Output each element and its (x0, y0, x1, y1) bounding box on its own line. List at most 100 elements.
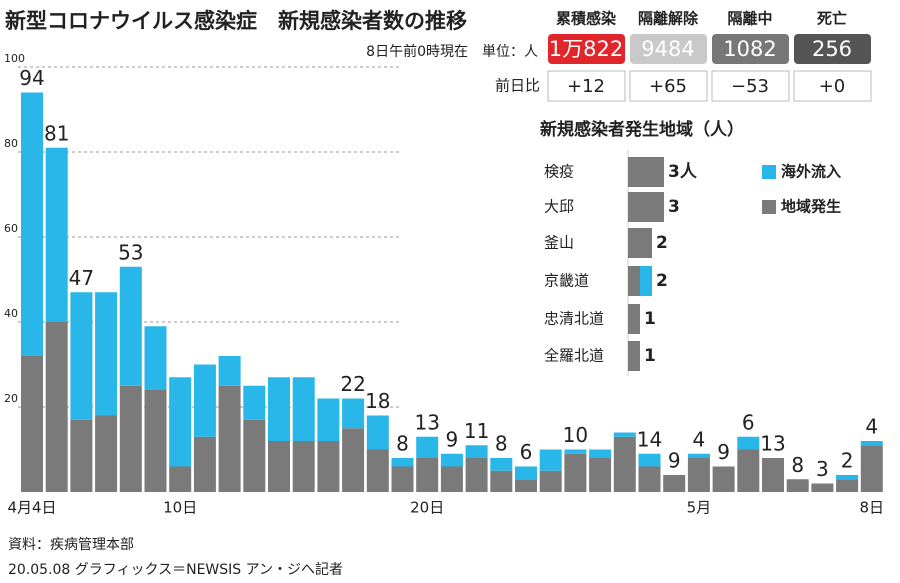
bar-segment (317, 441, 340, 492)
bar-segment (268, 441, 290, 492)
bar-segment (613, 436, 636, 492)
y-tick-label: 80 (4, 137, 18, 150)
bar-segment (119, 385, 142, 492)
legend-label: 海外流入 (781, 163, 841, 181)
bar-total-label: 94 (19, 66, 44, 90)
bar-total-label: 10 (563, 423, 588, 447)
bar-segment (366, 415, 389, 450)
credit: 20.05.08 グラフィックス＝NEWSIS アン・ジへ記者 (8, 561, 343, 578)
bar-segment (119, 266, 142, 386)
y-tick-label: 40 (4, 307, 18, 320)
bar-total-label: 8 (495, 432, 508, 456)
inset-total-label: 3 (668, 197, 680, 217)
bar-segment (564, 449, 587, 454)
title: 新型コロナウイルス感染症 新規感染者数の推移 (5, 9, 467, 33)
inset-total-label: 1 (644, 309, 656, 329)
inset-title: 新規感染者発生地域（人） (540, 119, 744, 140)
bar-total-label: 8 (791, 453, 804, 477)
bar-segment (95, 292, 118, 416)
subtitle: 8日午前0時現在 単位：人 (366, 43, 538, 60)
bar-segment (836, 475, 859, 480)
bar-segment (465, 458, 488, 492)
bar-segment (515, 466, 537, 480)
bar-segment (95, 415, 118, 492)
bar-segment (169, 466, 192, 492)
bar-segment (465, 445, 488, 458)
inset-bar (628, 304, 640, 334)
bar-segment (786, 479, 809, 492)
bar-segment (564, 453, 587, 492)
bar-segment (45, 322, 68, 492)
legend-swatch (762, 165, 776, 179)
bar-segment (218, 356, 241, 386)
bar-segment (638, 453, 661, 467)
stat-change-box (629, 70, 708, 102)
inset-bar (628, 157, 664, 187)
inset-category: 検疫 (544, 163, 574, 181)
bar-segment (70, 419, 93, 492)
inset-total-label: 2 (656, 233, 668, 253)
bar-segment (292, 441, 315, 492)
bar-segment (243, 419, 266, 492)
bar-total-label: 4 (865, 415, 878, 439)
bar-segment (366, 449, 389, 492)
inset-bar (628, 266, 640, 296)
bar-segment (193, 364, 216, 437)
inset-bar (628, 341, 640, 371)
bar-segment (169, 377, 192, 467)
bar-segment (21, 356, 43, 492)
bar-total-label: 81 (44, 121, 69, 145)
bar-total-label: 53 (118, 240, 143, 264)
bar-segment (416, 436, 439, 458)
bar-total-label: 9 (668, 449, 681, 473)
bar-segment (712, 466, 735, 492)
stat-name: 累積感染 (556, 10, 617, 28)
x-tick-label: 4月4日 (7, 499, 56, 517)
stat-value: 1082 (723, 37, 776, 61)
inset-bar (628, 192, 664, 222)
bar-segment (737, 449, 760, 492)
bar-segment (490, 458, 513, 471)
y-tick-label: 100 (4, 52, 25, 65)
legend-swatch (762, 200, 776, 214)
bar-total-label: 18 (365, 389, 390, 413)
bar-segment (836, 479, 859, 492)
stat-box (794, 34, 871, 64)
bar-segment (762, 458, 784, 492)
bar-total-label: 9 (446, 427, 459, 451)
bar-total-label: 8 (396, 432, 409, 456)
stat-change-box (547, 70, 626, 102)
inset-category: 大邱 (544, 198, 574, 216)
bar-segment (70, 292, 93, 420)
bar-segment (144, 390, 167, 492)
inset-total-label: 3人 (668, 162, 698, 182)
bar-segment (860, 441, 883, 446)
bar-segment (589, 458, 612, 492)
change-label: 前日比 (495, 77, 540, 95)
bar-segment (539, 470, 562, 492)
legend-label: 地域発生 (781, 198, 841, 216)
bar-segment (268, 377, 290, 441)
bar-total-label: 14 (637, 427, 662, 451)
y-tick-label: 60 (4, 222, 18, 235)
inset-category: 釜山 (544, 234, 574, 252)
bar-segment (638, 466, 661, 492)
bar-segment (515, 479, 537, 492)
bar-segment (391, 466, 414, 492)
bar-segment (860, 445, 883, 492)
bar-total-label: 6 (742, 410, 755, 434)
bar-total-label: 6 (520, 440, 533, 464)
bar-segment (440, 466, 463, 492)
inset-total-label: 1 (644, 346, 656, 366)
bar-segment (218, 385, 241, 492)
stat-change-box (793, 70, 872, 102)
bar-total-label: 3 (816, 457, 829, 481)
bar-total-label: 13 (760, 432, 785, 456)
stat-change-box (711, 70, 790, 102)
stat-change: −53 (731, 76, 769, 97)
bar-total-label: 4 (693, 427, 706, 451)
bar-segment (490, 470, 513, 492)
stat-value: 256 (812, 37, 852, 61)
stat-change: +65 (649, 76, 687, 97)
